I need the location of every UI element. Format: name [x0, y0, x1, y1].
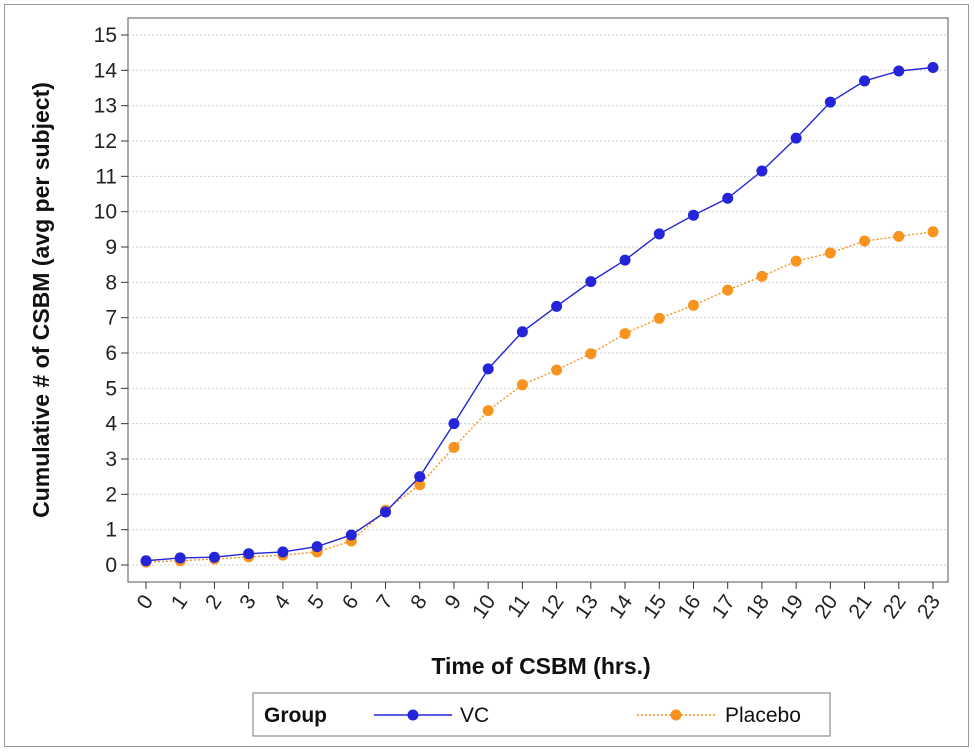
series-vc-point-19 [790, 132, 802, 144]
series-placebo-point-14 [619, 328, 631, 340]
x-tick-label-17: 17 [708, 591, 740, 623]
x-tick-label-23: 23 [913, 591, 945, 623]
series-placebo-point-23 [927, 226, 939, 238]
series-placebo-point-18 [756, 270, 768, 282]
x-tick-label-11: 11 [503, 591, 534, 622]
series-vc-point-11 [516, 326, 528, 338]
x-tick-label-14: 14 [605, 590, 637, 623]
series-vc-point-4 [277, 546, 289, 558]
x-tick-label-5: 5 [304, 591, 330, 614]
series-vc-point-5 [311, 541, 323, 553]
series-vc-point-0 [140, 555, 152, 567]
series-vc-point-18 [756, 165, 768, 177]
x-tick-label-10: 10 [468, 591, 500, 623]
x-tick-label-8: 8 [406, 591, 432, 614]
series-placebo-point-9 [448, 441, 460, 453]
series-placebo-point-17 [722, 284, 734, 296]
series-vc-point-2 [208, 551, 220, 563]
legend-title: Group [264, 704, 327, 727]
series-vc-point-14 [619, 254, 631, 266]
series-placebo-point-20 [824, 247, 836, 259]
grid-lines [128, 34, 948, 566]
y-tick-label-3: 3 [105, 448, 117, 471]
x-tick-label-12: 12 [536, 591, 568, 623]
x-tick-label-16: 16 [673, 591, 705, 623]
series-placebo-line [145, 231, 934, 563]
x-tick-label-13: 13 [571, 591, 603, 623]
series-placebo-point-13 [585, 348, 597, 360]
y-tick-label-14: 14 [94, 59, 118, 82]
x-tick-label-15: 15 [639, 591, 671, 623]
series-placebo-point-16 [687, 299, 699, 311]
series-placebo-point-10 [482, 405, 494, 417]
x-tick-label-19: 19 [776, 591, 808, 623]
y-axis-title: Cumulative # of CSBM (avg per subject) [28, 82, 54, 518]
series-vc-point-6 [345, 529, 357, 541]
y-tick-label-4: 4 [105, 413, 117, 436]
x-tick-label-18: 18 [742, 591, 774, 623]
y-tick-label-9: 9 [105, 236, 117, 259]
x-tick-label-2: 2 [201, 591, 227, 614]
legend: Group VC Placebo [252, 692, 831, 737]
x-tick-label-4: 4 [269, 590, 295, 613]
legend-vc-label: VC [460, 704, 489, 727]
x-tick-label-0: 0 [133, 591, 159, 614]
x-tick-label-7: 7 [372, 591, 398, 614]
series-placebo-point-22 [893, 230, 905, 242]
series-vc-point-9 [448, 418, 460, 430]
legend-placebo-label: Placebo [725, 704, 801, 727]
series-placebo-point-11 [516, 379, 528, 391]
series-vc-point-16 [687, 209, 699, 221]
chart-frame [4, 4, 969, 747]
plot-area [127, 17, 949, 583]
y-tick-label-15: 15 [94, 24, 117, 47]
series-vc-line [145, 66, 934, 562]
series-vc-point-17 [722, 192, 734, 204]
y-tick-label-10: 10 [94, 201, 117, 224]
y-tick-label-8: 8 [105, 271, 117, 294]
series-vc-point-15 [653, 228, 665, 240]
y-tick-label-11: 11 [95, 165, 117, 188]
series-vc-point-20 [824, 96, 836, 108]
series-placebo-point-21 [859, 235, 871, 247]
y-tick-label-0: 0 [105, 554, 117, 577]
x-tick-label-3: 3 [235, 591, 261, 614]
series-vc-point-13 [585, 276, 597, 288]
series-placebo-point-12 [551, 364, 563, 376]
x-tick-label-1: 1 [167, 591, 193, 614]
series-vc-point-7 [380, 506, 392, 518]
series-vc-point-1 [174, 552, 186, 564]
x-tick-label-9: 9 [441, 591, 467, 614]
series-placebo-point-15 [653, 312, 665, 324]
series-placebo-point-8 [414, 479, 426, 491]
y-tick-label-5: 5 [105, 377, 117, 400]
series-vc-point-8 [414, 471, 426, 483]
x-tick-label-6: 6 [338, 591, 364, 614]
legend-vc-marker [407, 709, 419, 721]
x-axis-title: Time of CSBM (hrs.) [431, 653, 650, 679]
x-axis: 0 1 2 3 4 5 6 7 8 9 10 11 12 13 14 15 16 17 18 19 20 21 22 23 [133, 582, 945, 623]
series-group [140, 62, 939, 568]
y-tick-label-6: 6 [105, 342, 117, 365]
y-tick-label-7: 7 [105, 307, 117, 330]
x-tick-label-21: 21 [844, 591, 876, 623]
series-vc-point-21 [859, 75, 871, 87]
y-tick-label-1: 1 [105, 519, 117, 542]
x-tick-label-22: 22 [879, 591, 911, 623]
y-tick-label-12: 12 [94, 130, 117, 153]
series-placebo-point-19 [790, 255, 802, 267]
series-vc-point-12 [551, 300, 563, 312]
series-vc-point-3 [243, 548, 255, 560]
legend-box [252, 692, 831, 737]
series-vc-point-10 [482, 363, 494, 375]
y-tick-label-2: 2 [105, 483, 117, 506]
series-vc-point-22 [893, 65, 905, 77]
x-tick-label-20: 20 [810, 591, 842, 623]
legend-placebo-marker [670, 709, 682, 721]
series-vc-point-23 [927, 62, 939, 74]
y-tick-label-13: 13 [94, 95, 117, 118]
